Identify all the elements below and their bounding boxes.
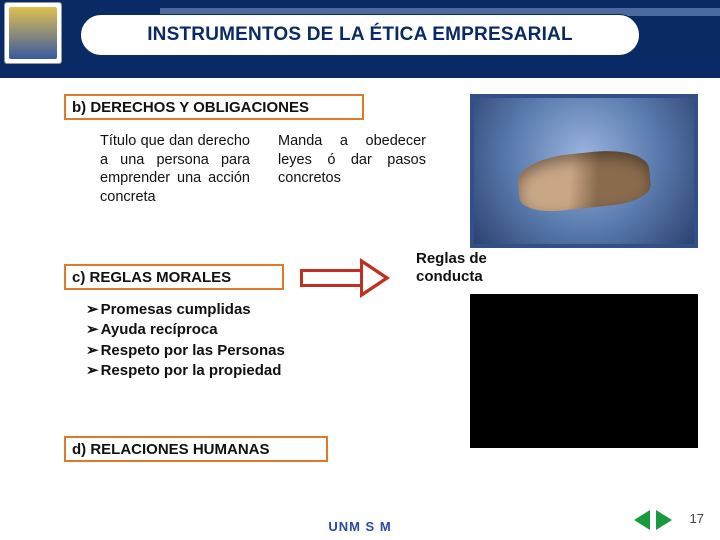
section-c-bullet-list: ➢Promesas cumplidas ➢Ayuda recíproca ➢Re… [86,300,316,381]
chevron-icon: ➢ [86,300,99,320]
section-b-label: b) DERECHOS Y OBLIGACIONES [72,99,309,116]
slide-title: INSTRUMENTOS DE LA ÉTICA EMPRESARIAL [80,14,640,56]
footer-org: UNM S M [0,519,720,534]
secondary-image-placeholder [470,294,698,448]
section-d-label: d) RELACIONES HUMANAS [72,441,270,458]
section-c-heading: c) REGLAS MORALES [64,264,284,290]
section-c-label: c) REGLAS MORALES [72,269,231,286]
reglas-line2: conducta [416,268,526,286]
arrow-target-label: Reglas de conducta [416,250,526,286]
chevron-icon: ➢ [86,341,99,361]
chevron-icon: ➢ [86,361,99,381]
section-b-right-text: Manda a obedecer leyes ó dar pasos concr… [278,132,426,188]
list-item: ➢Promesas cumplidas [86,300,316,320]
slide-nav [634,510,672,530]
bullet-text: Respeto por las Personas [101,341,285,361]
chevron-icon: ➢ [86,320,99,340]
list-item: ➢Respeto por las Personas [86,341,316,361]
slide-title-text: INSTRUMENTOS DE LA ÉTICA EMPRESARIAL [147,24,573,46]
handshake-image [470,94,698,248]
list-item: ➢Ayuda recíproca [86,320,316,340]
reglas-line1: Reglas de [416,250,526,268]
page-number: 17 [690,511,704,526]
university-logo [4,2,62,64]
next-slide-button[interactable] [656,510,672,530]
bullet-text: Respeto por la propiedad [101,361,282,381]
arrow-icon [300,260,410,296]
section-d-heading: d) RELACIONES HUMANAS [64,436,328,462]
list-item: ➢Respeto por la propiedad [86,361,316,381]
prev-slide-button[interactable] [634,510,650,530]
bullet-text: Promesas cumplidas [101,300,251,320]
section-b-left-text: Título que dan derecho a una persona par… [100,132,250,206]
bullet-text: Ayuda recíproca [101,320,218,340]
section-b-heading: b) DERECHOS Y OBLIGACIONES [64,94,364,120]
